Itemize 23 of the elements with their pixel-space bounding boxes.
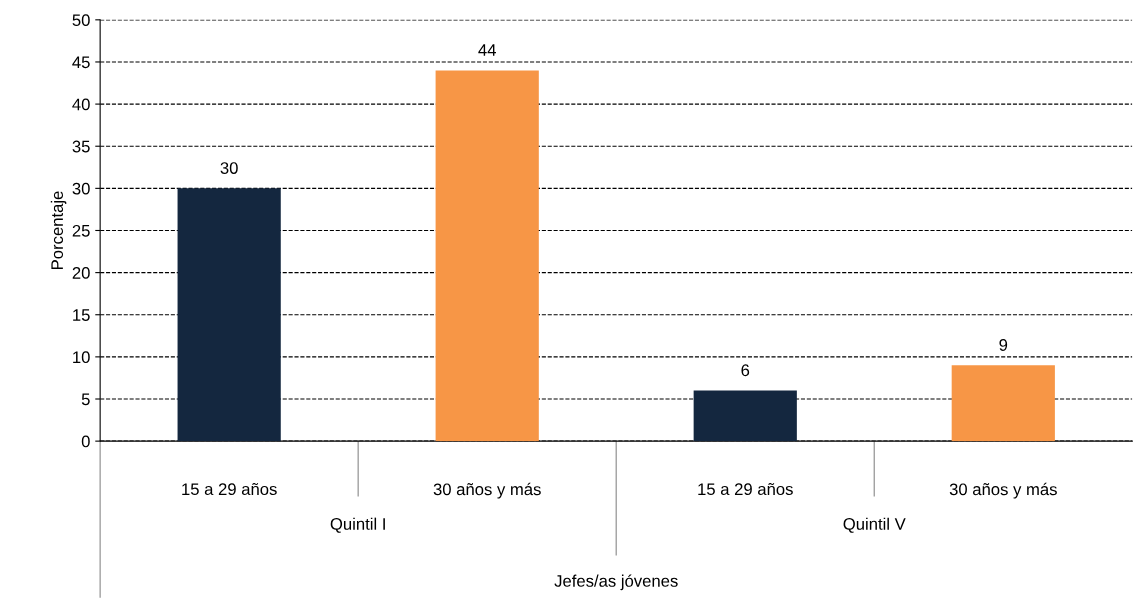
y-axis-title: Porcentaje xyxy=(50,191,67,269)
x-tick-label: 30 años y más xyxy=(949,482,1057,499)
y-tick-label: 35 xyxy=(72,140,90,153)
x-tick-label: 15 a 29 años xyxy=(698,482,793,496)
x-tick-label: 30 años y más xyxy=(433,482,541,499)
y-tick-label: 40 xyxy=(72,98,90,111)
text: Quintil V xyxy=(843,517,906,533)
y-tick-label: 5 xyxy=(81,393,90,406)
y-tick-label: 20 xyxy=(72,267,90,279)
x-axis-title: Jefes/as jóvenes xyxy=(554,574,678,591)
data-label: 44 xyxy=(478,44,496,56)
y-tick-label: 25 xyxy=(72,224,90,237)
data-label: 6 xyxy=(741,364,750,377)
text: Quintil I xyxy=(330,517,385,533)
y-tick-label: 50 xyxy=(72,14,90,27)
data-label: 9 xyxy=(999,339,1008,351)
y-tick-label: 30 xyxy=(72,182,90,195)
y-tick-label: 45 xyxy=(72,56,90,69)
y-tick-label: 0 xyxy=(81,435,90,448)
y-tick-label: 15 xyxy=(73,309,90,321)
x-tick-label: 15 a 29 años xyxy=(182,482,277,496)
data-label: 30 xyxy=(220,162,238,174)
y-tick-label: 10 xyxy=(73,351,90,364)
